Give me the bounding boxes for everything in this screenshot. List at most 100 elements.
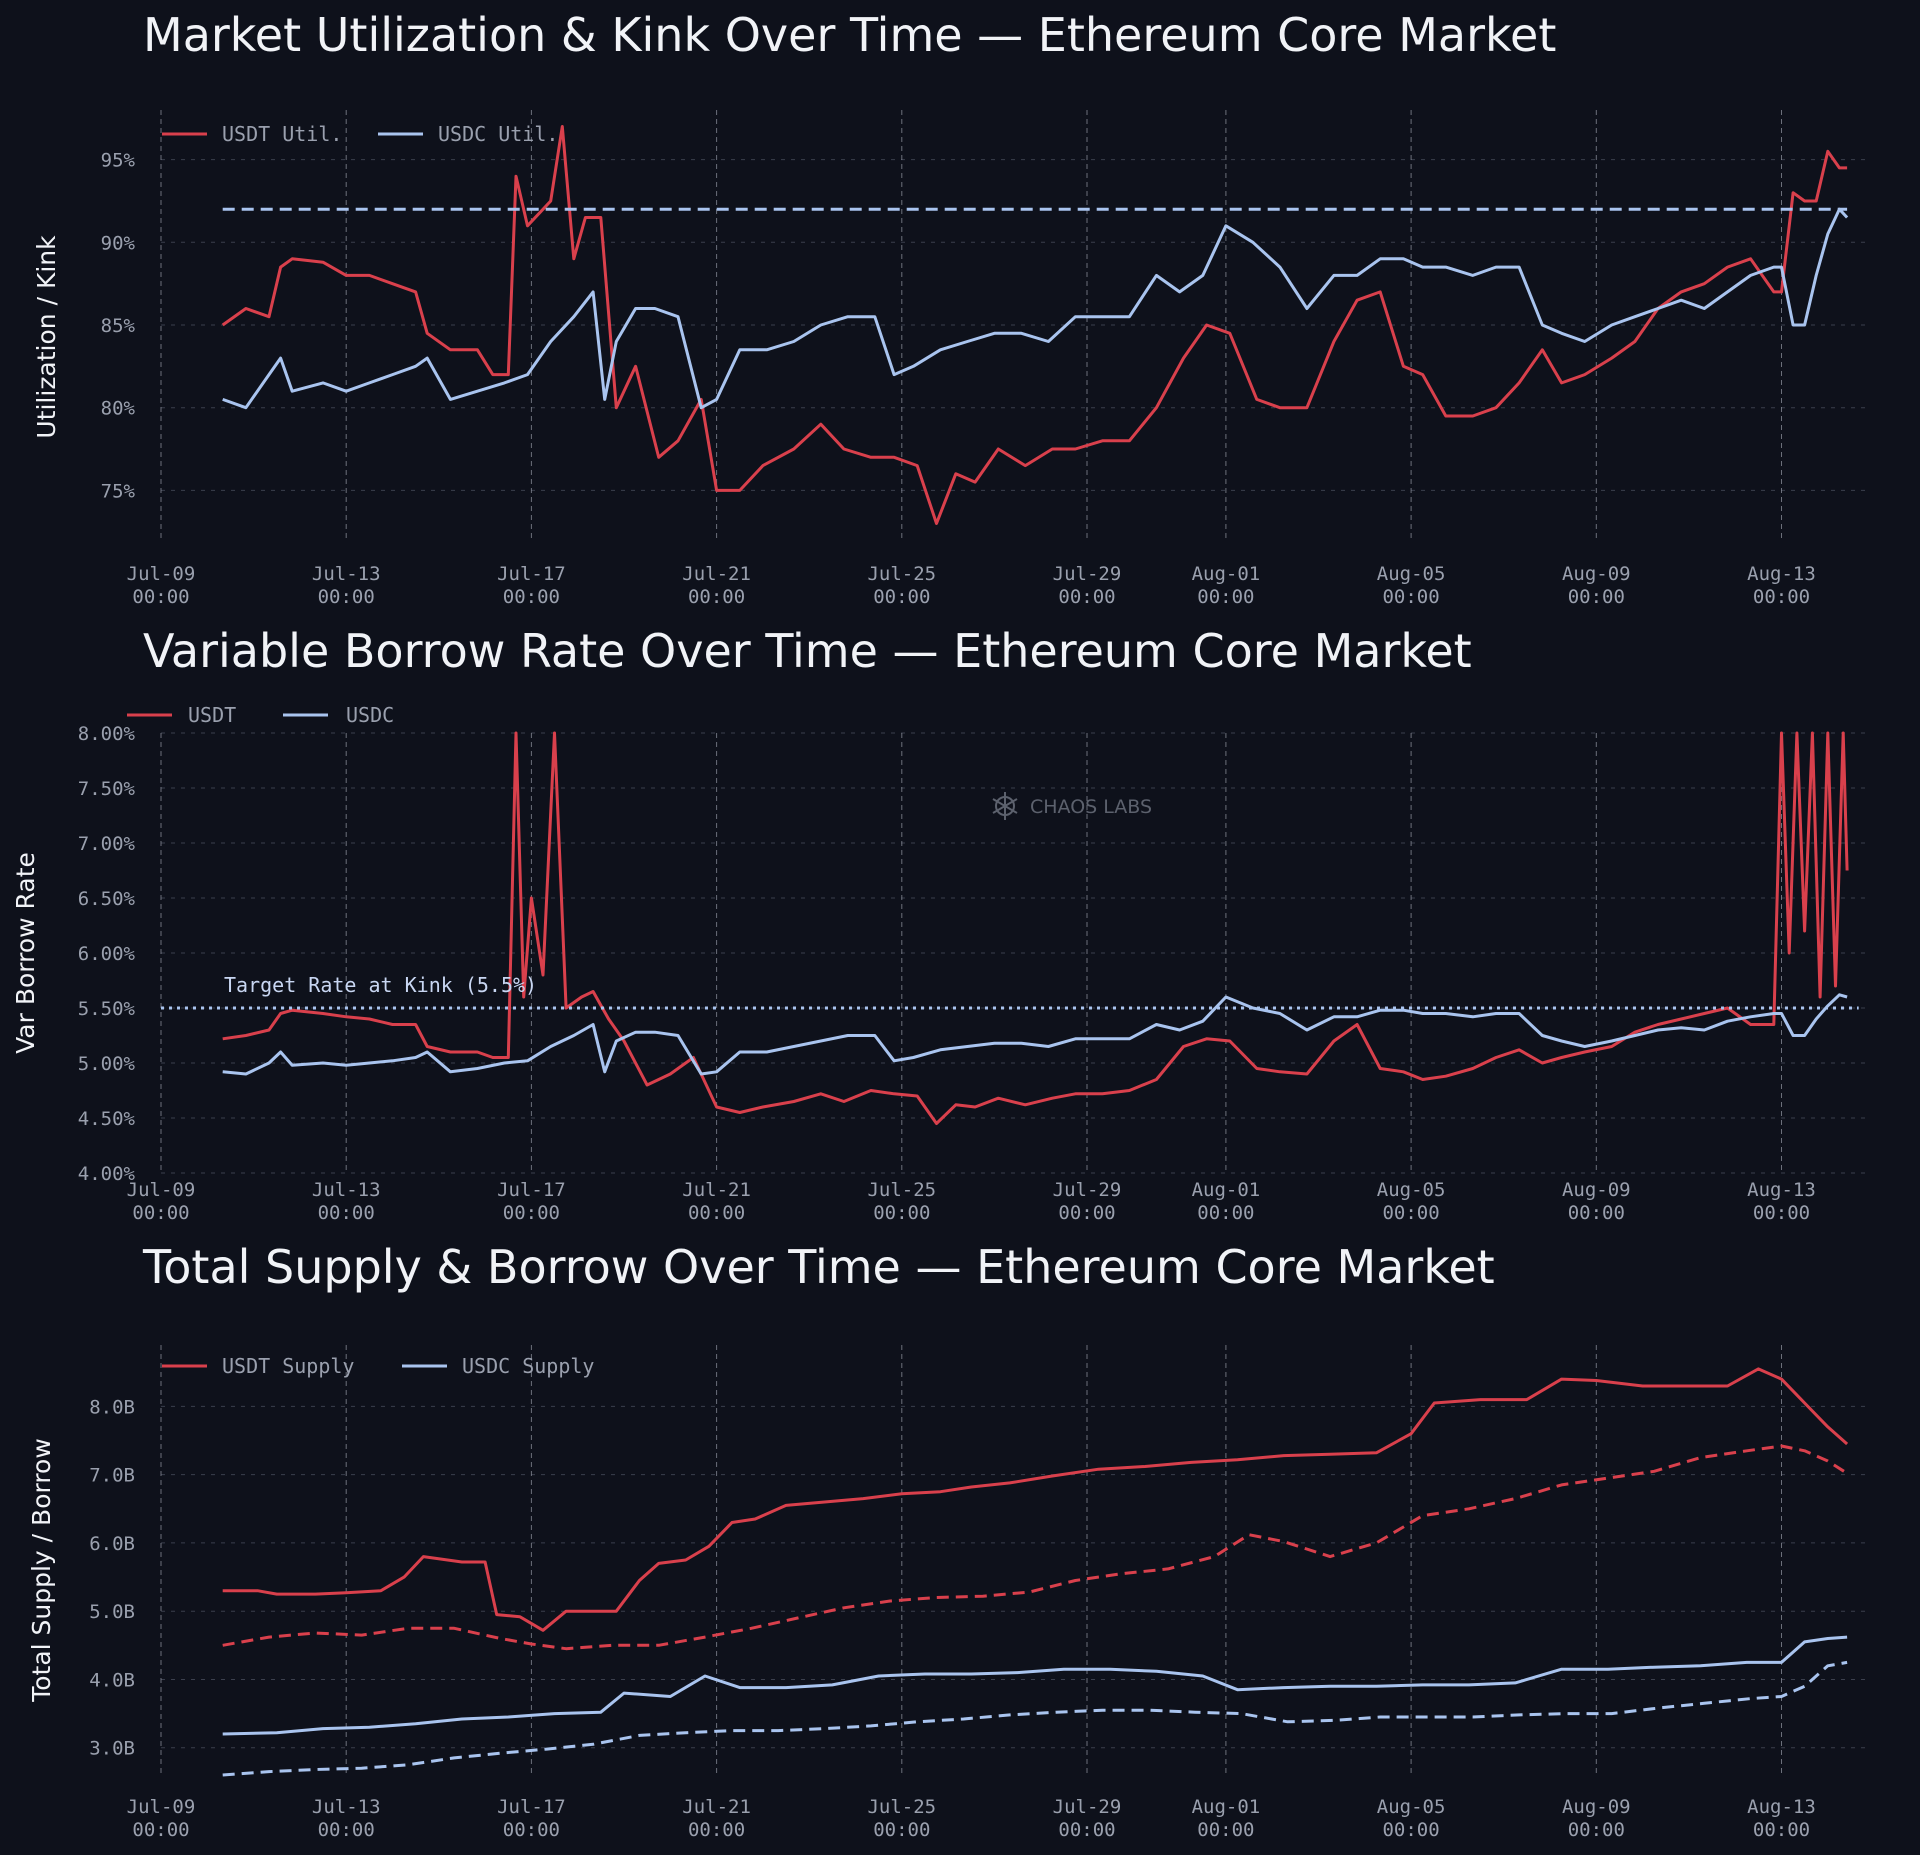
x-tick-label: Aug-13 xyxy=(1747,1179,1816,1201)
utilization-grid xyxy=(160,110,1865,540)
y-tick-label: 8.0B xyxy=(89,1396,135,1418)
usdc-borrow-line xyxy=(222,1660,1848,1777)
x-tick-label: Jul-21 xyxy=(682,1179,751,1201)
x-tick-label: Jul-25 xyxy=(867,1179,936,1201)
x-tick-time-label: 00:00 xyxy=(873,1819,930,1841)
target-rate-annotation: Target Rate at Kink (5.5%) xyxy=(224,973,537,997)
x-tick-label: Aug-09 xyxy=(1562,1179,1631,1201)
x-tick-label: Jul-17 xyxy=(497,1179,566,1201)
x-tick-label: Jul-17 xyxy=(497,1796,566,1818)
x-tick-time-label: 00:00 xyxy=(1753,1202,1810,1224)
supply-borrow-title: Total Supply & Borrow Over Time — Ethere… xyxy=(142,1240,1495,1294)
utilization-axis-ticks: 75%80%85%90%95%Jul-0900:00Jul-1300:00Jul… xyxy=(101,150,1816,608)
legend-label-usdt: USDT xyxy=(188,703,236,727)
x-tick-time-label: 00:00 xyxy=(1197,586,1254,608)
utilization-title: Market Utilization & Kink Over Time — Et… xyxy=(143,8,1556,62)
x-tick-time-label: 00:00 xyxy=(1382,1819,1439,1841)
x-tick-label: Jul-13 xyxy=(312,563,381,585)
borrow-rate-axis-ticks: 4.00% 4.50% 5.00% 5.50% 6.00% 6.50% 7.00% 7.50%… xyxy=(78,723,1816,1224)
usdt-line xyxy=(222,731,1849,1125)
x-tick-time-label: 00:00 xyxy=(1058,1202,1115,1224)
x-tick-time-label: 00:00 xyxy=(1382,586,1439,608)
utilization-legend: USDT Util. USDC Util. xyxy=(162,122,558,146)
y-tick-label: 5.50% xyxy=(78,998,136,1020)
y-tick-label: 75% xyxy=(101,480,136,502)
x-tick-label: Aug-09 xyxy=(1562,1796,1631,1818)
usdt-supply-line xyxy=(222,1367,1849,1632)
supply-borrow-panel: Total Supply & Borrow Over Time — Ethere… xyxy=(27,1240,1865,1841)
x-tick-time-label: 00:00 xyxy=(503,586,560,608)
x-tick-time-label: 00:00 xyxy=(1058,586,1115,608)
supply-borrow-axis-ticks: 3.0B4.0B5.0B6.0B7.0B8.0BJul-0900:00Jul-1… xyxy=(89,1396,1816,1841)
borrow-rate-legend: USDT USDC xyxy=(127,703,394,727)
x-tick-time-label: 00:00 xyxy=(1753,1819,1810,1841)
x-tick-label: Jul-25 xyxy=(867,563,936,585)
borrow-rate-series-lines xyxy=(161,731,1859,1125)
x-tick-label: Jul-17 xyxy=(497,563,566,585)
borrow-rate-y-axis-label: Var Borrow Rate xyxy=(11,852,40,1054)
legend-label-usdt-supply: USDT Supply xyxy=(222,1354,354,1378)
x-tick-time-label: 00:00 xyxy=(688,1202,745,1224)
x-tick-label: Jul-09 xyxy=(127,1179,196,1201)
x-tick-label: Aug-13 xyxy=(1747,1796,1816,1818)
x-tick-label: Jul-21 xyxy=(682,563,751,585)
legend-label-usdc-util: USDC Util. xyxy=(438,122,558,146)
x-tick-time-label: 00:00 xyxy=(688,586,745,608)
x-tick-time-label: 00:00 xyxy=(873,1202,930,1224)
x-tick-label: Jul-25 xyxy=(867,1796,936,1818)
x-tick-time-label: 00:00 xyxy=(318,586,375,608)
y-tick-label: 8.00% xyxy=(78,723,136,745)
supply-borrow-legend: USDT Supply USDC Supply xyxy=(162,1354,594,1378)
y-tick-label: 95% xyxy=(101,150,136,172)
utilization-series-lines xyxy=(221,125,1849,525)
x-tick-time-label: 00:00 xyxy=(132,586,189,608)
legend-label-usdt-util: USDT Util. xyxy=(222,122,342,146)
y-tick-label: 5.0B xyxy=(89,1601,135,1623)
usdc-supply-line xyxy=(222,1635,1848,1736)
x-tick-time-label: 00:00 xyxy=(132,1202,189,1224)
x-tick-time-label: 00:00 xyxy=(873,586,930,608)
borrow-rate-panel: Variable Borrow Rate Over Time — Ethereu… xyxy=(11,624,1865,1224)
borrow-rate-title: Variable Borrow Rate Over Time — Ethereu… xyxy=(143,624,1472,678)
supply-borrow-series-lines xyxy=(222,1367,1849,1777)
utilization-y-axis-label: Utilization / Kink xyxy=(32,235,61,439)
chaos-labs-logo-icon xyxy=(992,792,1018,820)
x-tick-time-label: 00:00 xyxy=(318,1819,375,1841)
x-tick-time-label: 00:00 xyxy=(1753,586,1810,608)
x-tick-label: Aug-05 xyxy=(1377,1179,1446,1201)
x-tick-time-label: 00:00 xyxy=(1197,1819,1254,1841)
x-tick-time-label: 00:00 xyxy=(1568,1202,1625,1224)
y-tick-label: 4.00% xyxy=(78,1163,136,1185)
borrow-rate-grid xyxy=(160,732,1865,1174)
usdt-borrow-line xyxy=(222,1444,1848,1651)
x-tick-label: Jul-09 xyxy=(127,1796,196,1818)
x-tick-time-label: 00:00 xyxy=(318,1202,375,1224)
x-tick-label: Jul-09 xyxy=(127,563,196,585)
legend-label-usdc: USDC xyxy=(346,703,394,727)
y-tick-label: 90% xyxy=(101,232,136,254)
x-tick-label: Aug-01 xyxy=(1192,1796,1261,1818)
x-tick-time-label: 00:00 xyxy=(1058,1819,1115,1841)
x-tick-label: Aug-01 xyxy=(1192,563,1261,585)
supply-borrow-grid xyxy=(160,1345,1865,1775)
x-tick-time-label: 00:00 xyxy=(132,1819,189,1841)
chaos-labs-watermark: CHAOS LABS xyxy=(992,792,1152,820)
x-tick-label: Jul-29 xyxy=(1053,1796,1122,1818)
x-tick-time-label: 00:00 xyxy=(1197,1202,1254,1224)
y-tick-label: 7.50% xyxy=(78,778,136,800)
x-tick-time-label: 00:00 xyxy=(503,1819,560,1841)
x-tick-label: Jul-13 xyxy=(312,1796,381,1818)
x-tick-time-label: 00:00 xyxy=(688,1819,745,1841)
y-tick-label: 6.0B xyxy=(89,1533,135,1555)
x-tick-label: Jul-21 xyxy=(682,1796,751,1818)
y-tick-label: 4.0B xyxy=(89,1669,135,1691)
x-tick-label: Aug-13 xyxy=(1747,563,1816,585)
x-tick-time-label: 00:00 xyxy=(1382,1202,1439,1224)
usdc-line xyxy=(222,993,1848,1076)
x-tick-label: Aug-05 xyxy=(1377,1796,1446,1818)
x-tick-time-label: 00:00 xyxy=(1568,1819,1625,1841)
y-tick-label: 85% xyxy=(101,315,136,337)
y-tick-label: 3.0B xyxy=(89,1738,135,1760)
x-tick-label: Jul-13 xyxy=(312,1179,381,1201)
x-tick-label: Jul-29 xyxy=(1053,563,1122,585)
